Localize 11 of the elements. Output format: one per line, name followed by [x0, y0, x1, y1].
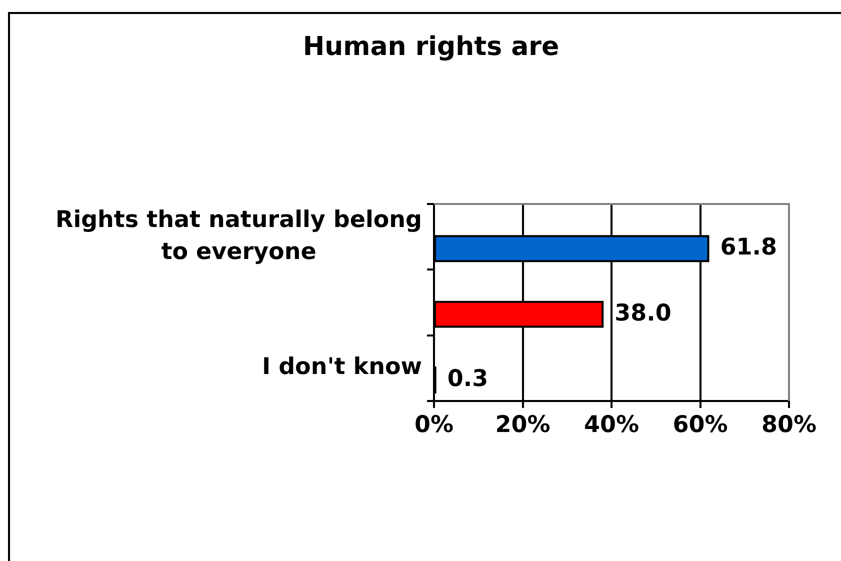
x-tick-label: 80%	[761, 412, 817, 438]
y-tick-label: I don't know	[262, 354, 422, 380]
data-label: 0.3	[447, 366, 488, 392]
data-label: 38.0	[614, 300, 672, 326]
data-label: 61.8	[720, 234, 777, 261]
x-tick-label: 20%	[495, 412, 550, 438]
x-tick-label: 40%	[584, 412, 640, 438]
y-tick-label: Rights that naturally belong to everyone	[56, 206, 422, 265]
x-tick-label: 60%	[672, 412, 728, 438]
chart-title: Human rights are	[302, 32, 560, 62]
x-tick-label: 0%	[414, 412, 454, 438]
